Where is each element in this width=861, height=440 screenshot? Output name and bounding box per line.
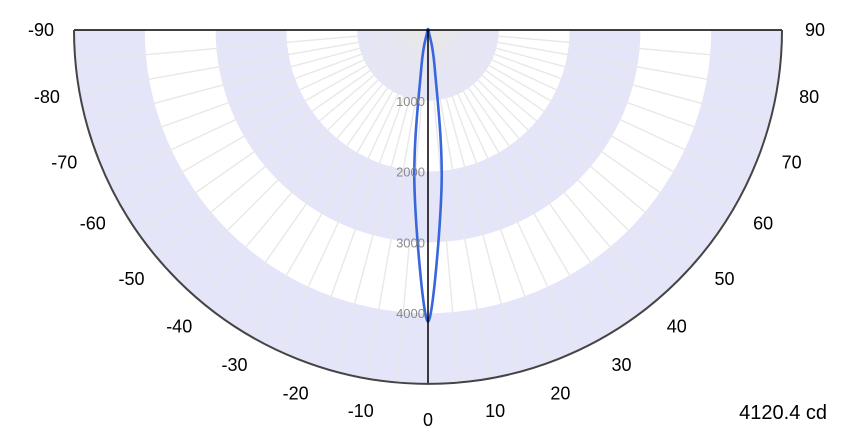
spoke-40 [427,29,657,302]
spoke-50 [427,29,700,259]
angle-label: 50 [714,269,734,289]
spoke--10 [365,29,429,379]
peak-intensity-label: 4120.4 cd [739,402,827,424]
radial-grid-lines [75,29,781,383]
angle-label: -80 [34,87,60,107]
spoke-5 [427,29,460,383]
spoke--85 [75,29,429,62]
angle-label: -20 [283,384,309,404]
spoke--25 [277,29,429,352]
spoke--75 [85,29,429,123]
angle-label: -40 [166,317,192,337]
spoke-30 [427,29,606,337]
spoke-65 [427,29,750,181]
angle-label: 20 [550,384,570,404]
spoke--65 [106,29,429,181]
spoke-85 [427,29,781,62]
spoke-80 [427,29,777,93]
spoke-35 [427,29,632,321]
angle-label: 0 [423,410,433,430]
spoke-60 [427,29,735,208]
angle-label: 30 [611,355,631,375]
radial-tick-labels: 1000 2000 3000 4000 [396,94,425,321]
radial-tick-label: 2000 [396,165,425,180]
spoke--5 [396,29,429,383]
spoke--60 [121,29,429,208]
angle-label: -50 [118,269,144,289]
spoke--50 [156,29,429,259]
spoke--15 [335,29,429,373]
spoke-45 [427,29,679,281]
spoke-20 [427,29,550,363]
spoke--35 [224,29,429,321]
spoke-15 [427,29,521,373]
spoke--40 [199,29,429,302]
angle-label: 60 [753,214,773,234]
angle-label: -10 [348,401,374,421]
spoke--20 [306,29,429,363]
axis-layer [73,29,783,385]
angle-label: 70 [782,152,802,172]
angle-labels: -90 -80 -70 -60 -50 -40 -30 -20 -10 0 90 80 70 60 50 40… [28,20,825,430]
spoke-70 [427,29,761,152]
angle-label: -90 [28,20,54,40]
radial-tick-label: 1000 [396,94,425,109]
angle-label: -70 [51,152,77,172]
spoke-55 [427,29,719,234]
spoke--30 [250,29,429,337]
angle-label: 80 [799,87,819,107]
spoke-75 [427,29,771,123]
angle-label: -30 [221,355,247,375]
radial-tick-label: 4000 [396,306,425,321]
spoke-25 [427,29,579,352]
angle-label: 10 [485,401,505,421]
outer-arc [73,29,783,385]
spoke--70 [95,29,429,152]
angle-label: 40 [667,317,687,337]
spoke--45 [177,29,429,281]
angle-label: -60 [80,214,106,234]
angle-label: 90 [805,20,825,40]
spoke--80 [79,29,429,93]
radial-tick-label: 3000 [396,235,425,250]
spoke--55 [137,29,429,234]
spoke-10 [427,29,491,379]
